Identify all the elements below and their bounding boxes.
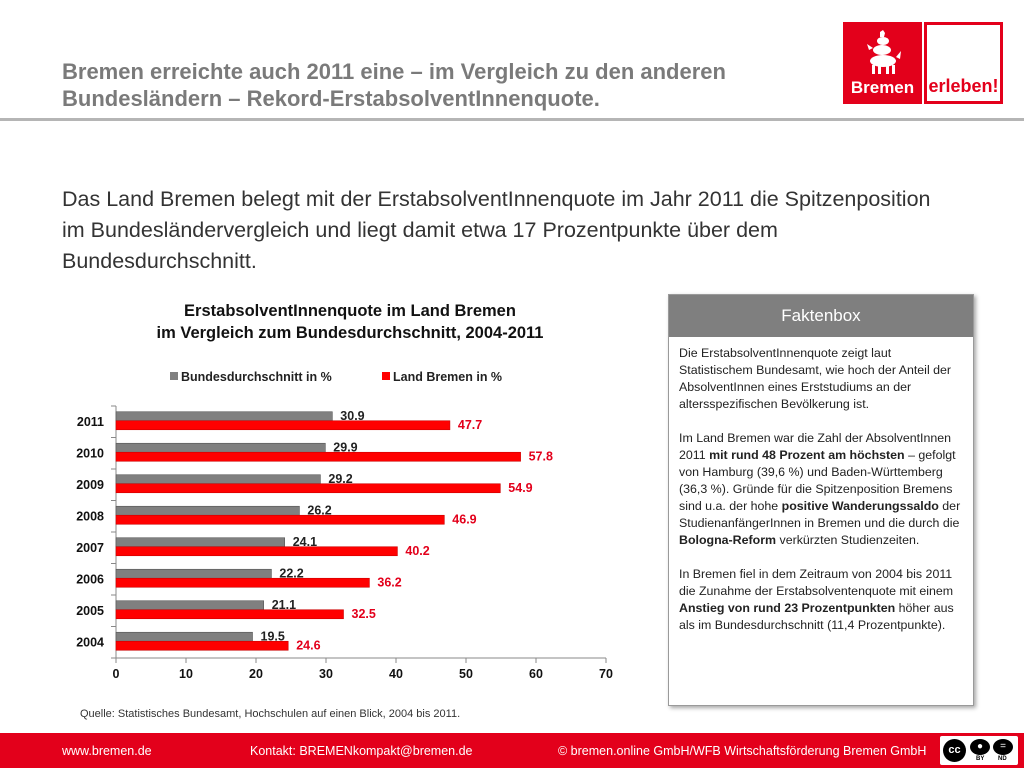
bar-land-bremen — [115, 546, 398, 557]
chart-title-line1: ErstabsolventInnenquote im Land Bremen — [184, 302, 516, 320]
cc-nd-label: ND — [998, 756, 1007, 762]
faktenbox-paragraph-3: In Bremen fiel in dem Zeitraum von 2004 … — [679, 566, 963, 634]
title-divider — [0, 118, 1024, 121]
faktenbox-paragraph-1: Die ErstabsolventInnenquote zeigt laut S… — [679, 346, 952, 411]
data-label-bundesdurchschnitt: 19.5 — [261, 629, 285, 643]
bar-chart: Bundesdurchschnitt in % Land Bremen in % 0… — [76, 370, 613, 681]
bar-land-bremen — [115, 483, 501, 494]
fb-p2-text-a: Im Land Bremen war die Zahl der Absolven… — [679, 431, 952, 462]
x-tick-label: 60 — [529, 667, 543, 681]
x-tick-label: 50 — [459, 667, 473, 681]
data-label-bundesdurchschnitt: 29.9 — [333, 440, 357, 454]
x-tick-label: 10 — [179, 667, 193, 681]
x-tick-label: 0 — [113, 667, 120, 681]
fb-p3-text-a: In Bremen fiel in dem Zeitraum von 2004 … — [679, 567, 954, 598]
footer-contact-link[interactable]: Kontakt: BREMENkompakt@bremen.de — [250, 744, 473, 758]
data-label-land-bremen: 32.5 — [352, 607, 376, 621]
town-musicians-icon — [867, 30, 901, 74]
faktenbox-paragraph-2: Im Land Bremen war die Zahl der Absolven… — [679, 430, 963, 549]
cc-by-icon: ● — [970, 739, 990, 755]
cc-license-badge[interactable]: cc ● = BY ND — [940, 736, 1018, 765]
faktenbox-body: Die ErstabsolventInnenquote zeigt laut S… — [669, 337, 973, 634]
cc-by-label: BY — [976, 756, 985, 762]
faktenbox-title: Faktenbox — [669, 295, 973, 337]
data-label-bundesdurchschnitt: 26.2 — [307, 503, 331, 517]
data-label-land-bremen: 47.7 — [458, 418, 482, 432]
x-tick-label: 30 — [319, 667, 333, 681]
logo-right-panel: erleben! — [924, 22, 1003, 104]
legend-label-0: Bundesdurchschnitt in % — [181, 370, 332, 384]
x-tick-label: 40 — [389, 667, 403, 681]
bar-land-bremen — [115, 640, 289, 651]
bar-bundesdurchschnitt — [115, 442, 326, 453]
logo-erleben-text: erleben! — [928, 76, 999, 96]
data-label-land-bremen: 54.9 — [508, 481, 532, 495]
page-title: Bremen erreichte auch 2011 eine – im Ver… — [62, 59, 726, 111]
fb-p2-text-g: verkürzten Studienzeiten. — [776, 533, 920, 547]
data-label-land-bremen: 36.2 — [377, 575, 401, 589]
bar-bundesdurchschnitt — [115, 505, 300, 516]
fb-p2-bold-b: mit rund 48 Prozent am höchsten — [709, 448, 905, 462]
fb-p2-text-e: der StudienanfängerInnen in Bremen und d… — [679, 499, 961, 530]
bar-bundesdurchschnitt — [115, 474, 321, 485]
bar-land-bremen — [115, 577, 370, 588]
x-tick-label: 70 — [599, 667, 613, 681]
bar-bundesdurchschnitt — [115, 537, 285, 548]
bar-bundesdurchschnitt — [115, 600, 264, 611]
y-tick-label: 2007 — [76, 541, 104, 555]
fb-p2-bold-d: positive Wanderungssaldo — [781, 499, 939, 513]
data-label-land-bremen: 40.2 — [405, 544, 429, 558]
footer: www.bremen.de Kontakt: BREMENkompakt@bre… — [0, 733, 1024, 768]
y-tick-label: 2006 — [76, 572, 104, 586]
bar-bundesdurchschnitt — [115, 631, 253, 642]
legend-swatch-0 — [170, 372, 178, 380]
cc-nd-icon: = — [993, 739, 1013, 755]
faktenbox: Faktenbox Die ErstabsolventInnenquote ze… — [668, 294, 974, 706]
data-label-bundesdurchschnitt: 24.1 — [293, 535, 317, 549]
logo-bremen-text: Bremen — [850, 78, 915, 97]
bar-bundesdurchschnitt — [115, 411, 333, 422]
legend-swatch-1 — [382, 372, 390, 380]
bar-land-bremen — [115, 514, 445, 525]
fb-p2-text-c: – gefolgt von Hamburg (39,6 %) und Baden… — [679, 448, 956, 513]
bar-land-bremen — [115, 420, 451, 431]
y-tick-label: 2009 — [76, 478, 104, 492]
fb-p3-text-c: höher aus als im Bundesdurchschnitt (11,… — [679, 601, 954, 632]
footer-website-link[interactable]: www.bremen.de — [62, 744, 152, 758]
logo-left-panel: Bremen — [843, 22, 922, 104]
x-tick-label: 20 — [249, 667, 263, 681]
fb-p3-bold-b: Anstieg von rund 23 Prozentpunkten — [679, 601, 896, 615]
data-label-bundesdurchschnitt: 30.9 — [340, 409, 364, 423]
bar-land-bremen — [115, 609, 344, 620]
y-tick-label: 2010 — [76, 446, 104, 460]
cc-icon: cc — [943, 739, 966, 762]
legend-label-1: Land Bremen in % — [393, 370, 502, 384]
footer-copyright: © bremen.online GmbH/WFB Wirtschaftsförd… — [558, 744, 927, 758]
data-label-land-bremen: 57.8 — [529, 449, 553, 463]
y-tick-label: 2011 — [77, 415, 104, 429]
intro-text: Das Land Bremen belegt mit der Erstabsol… — [62, 187, 931, 273]
bar-land-bremen — [115, 451, 521, 462]
data-label-bundesdurchschnitt: 29.2 — [328, 472, 352, 486]
data-label-land-bremen: 24.6 — [296, 638, 320, 652]
data-label-bundesdurchschnitt: 22.2 — [279, 566, 303, 580]
bar-bundesdurchschnitt — [115, 568, 272, 579]
source-note: Quelle: Statistisches Bundesamt, Hochsch… — [80, 708, 461, 720]
chart-title: ErstabsolventInnenquote im Land Bremen i… — [80, 300, 620, 344]
fb-p2-bold-f: Bologna-Reform — [679, 533, 777, 547]
data-label-land-bremen: 46.9 — [452, 512, 476, 526]
data-label-bundesdurchschnitt: 21.1 — [272, 598, 296, 612]
y-tick-label: 2004 — [76, 635, 104, 649]
y-tick-label: 2008 — [76, 509, 104, 523]
chart-title-line2: im Vergleich zum Bundesdurchschnitt, 200… — [156, 324, 544, 342]
y-tick-label: 2005 — [76, 604, 104, 618]
bremen-logo[interactable]: Bremen erleben! — [843, 22, 1003, 104]
